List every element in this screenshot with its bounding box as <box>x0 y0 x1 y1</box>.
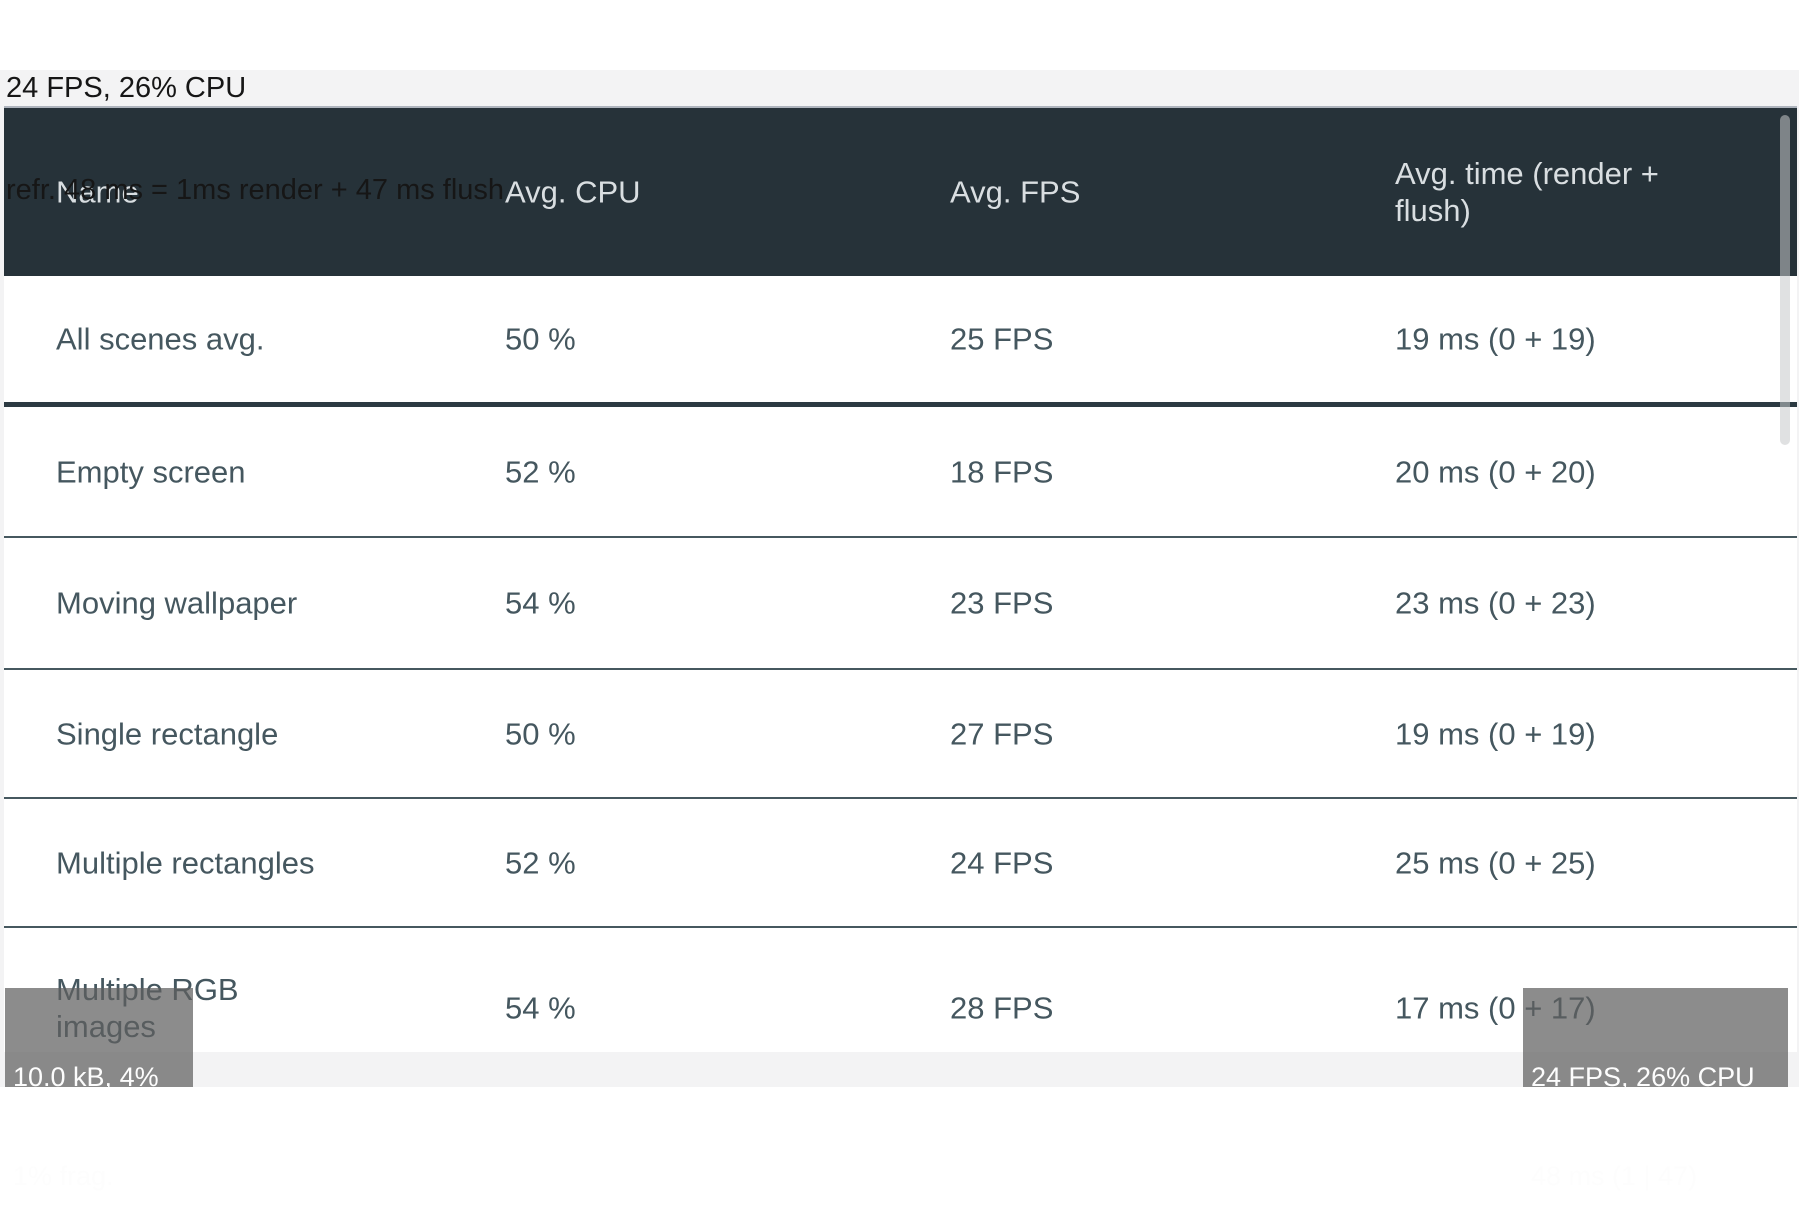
memory-debug-badge: 10.0 kB, 4% 1% frag. <box>5 988 193 1191</box>
cell-fps: 24 FPS <box>950 845 1054 880</box>
table-row: Empty screen 52 % 18 FPS 20 ms (0 + 20) <box>4 407 1797 538</box>
fps-stats-overlay: 24 FPS, 26% CPU refr. 48 ms = 1ms render… <box>6 3 504 241</box>
cell-time: 19 ms (0 + 19) <box>1395 716 1596 751</box>
cell-name: Empty screen <box>56 454 246 489</box>
cell-fps: 28 FPS <box>950 990 1054 1026</box>
cell-cpu: 54 % <box>505 585 576 621</box>
cell-name: Multiple rectangles <box>56 845 315 880</box>
cell-fps: 27 FPS <box>950 716 1054 751</box>
fps-badge-line1: 24 FPS, 26% CPU <box>1531 1062 1755 1092</box>
cell-time: 19 ms (0 + 19) <box>1395 321 1596 357</box>
cell-time: 20 ms (0 + 20) <box>1395 454 1596 489</box>
header-cell-avg-cpu: Avg. CPU <box>505 174 641 210</box>
benchmark-results-table: Name Avg. CPU Avg. FPS Avg. time (render… <box>4 106 1797 1052</box>
header-cell-avg-fps: Avg. FPS <box>950 174 1081 210</box>
fps-debug-badge: 24 FPS, 26% CPU 48 ms (1 | 47) <box>1523 988 1788 1191</box>
table-header-row: Name Avg. CPU Avg. FPS Avg. time (render… <box>4 106 1797 276</box>
cell-name: All scenes avg. <box>56 321 265 357</box>
cell-cpu: 52 % <box>505 454 576 489</box>
table-row: Moving wallpaper 54 % 23 FPS 23 ms (0 + … <box>4 538 1797 670</box>
table-row: Single rectangle 50 % 27 FPS 19 ms (0 + … <box>4 670 1797 799</box>
cell-time: 23 ms (0 + 23) <box>1395 585 1596 621</box>
cell-fps: 23 FPS <box>950 585 1054 621</box>
cell-fps: 18 FPS <box>950 454 1054 489</box>
table-body[interactable]: All scenes avg. 50 % 25 FPS 19 ms (0 + 1… <box>4 276 1797 1052</box>
header-cell-name: Name <box>56 174 139 210</box>
cell-time: 25 ms (0 + 25) <box>1395 845 1596 880</box>
fps-stats-line1: 24 FPS, 26% CPU <box>6 72 247 104</box>
memory-badge-line1: 10.0 kB, 4% <box>13 1062 159 1092</box>
table-row: Multiple rectangles 52 % 24 FPS 25 ms (0… <box>4 799 1797 928</box>
cell-cpu: 52 % <box>505 845 576 880</box>
cell-name: Single rectangle <box>56 716 279 751</box>
memory-badge-line2: 1% frag. <box>13 1161 114 1191</box>
cell-cpu: 50 % <box>505 321 576 357</box>
fps-stats-line2: refr. 48 ms = 1ms render + 47 ms flush <box>6 174 505 206</box>
cell-name: Moving wallpaper <box>56 585 298 621</box>
table-row: All scenes avg. 50 % 25 FPS 19 ms (0 + 1… <box>4 276 1797 407</box>
cell-fps: 25 FPS <box>950 321 1054 357</box>
header-cell-avg-time: Avg. time (render + flush) <box>1395 156 1659 228</box>
vertical-scrollbar-thumb[interactable] <box>1780 115 1790 445</box>
fps-badge-line2: 48 ms (1 | 47) <box>1531 1161 1698 1191</box>
cell-cpu: 50 % <box>505 716 576 751</box>
cell-cpu: 54 % <box>505 990 576 1026</box>
